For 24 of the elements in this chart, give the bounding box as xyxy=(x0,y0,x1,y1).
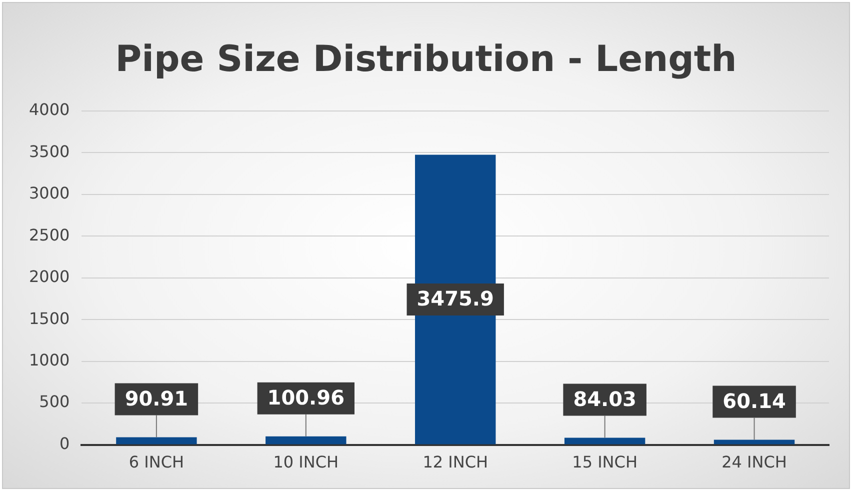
y-tick-label: 2000 xyxy=(29,267,70,286)
bar xyxy=(564,438,646,444)
data-label: 100.96 xyxy=(267,386,344,410)
y-tick-label: 4000 xyxy=(29,100,70,120)
y-tick-label: 3000 xyxy=(29,184,70,203)
y-tick-label: 0 xyxy=(60,434,70,453)
y-tick-label: 1500 xyxy=(29,308,70,328)
y-tick-label: 1000 xyxy=(29,350,70,370)
x-tick-label: 12 INCH xyxy=(422,452,488,472)
bar xyxy=(116,437,197,444)
x-tick-label: 24 INCH xyxy=(722,452,787,472)
x-tick-label: 6 INCH xyxy=(128,452,184,472)
bar xyxy=(266,436,346,444)
y-tick-label: 2500 xyxy=(29,225,70,244)
x-tick-label: 15 INCH xyxy=(572,452,638,472)
data-label: 3475.9 xyxy=(416,286,494,311)
x-tick-label: 10 INCH xyxy=(273,452,339,472)
y-tick-label: 500 xyxy=(39,392,70,412)
data-label: 90.91 xyxy=(124,386,188,410)
data-label: 84.03 xyxy=(573,386,636,411)
bar xyxy=(714,440,795,444)
chart-title: Pipe Size Distribution - Length xyxy=(114,39,738,80)
y-tick-label: 3500 xyxy=(29,142,70,161)
data-label: 60.14 xyxy=(722,388,786,413)
